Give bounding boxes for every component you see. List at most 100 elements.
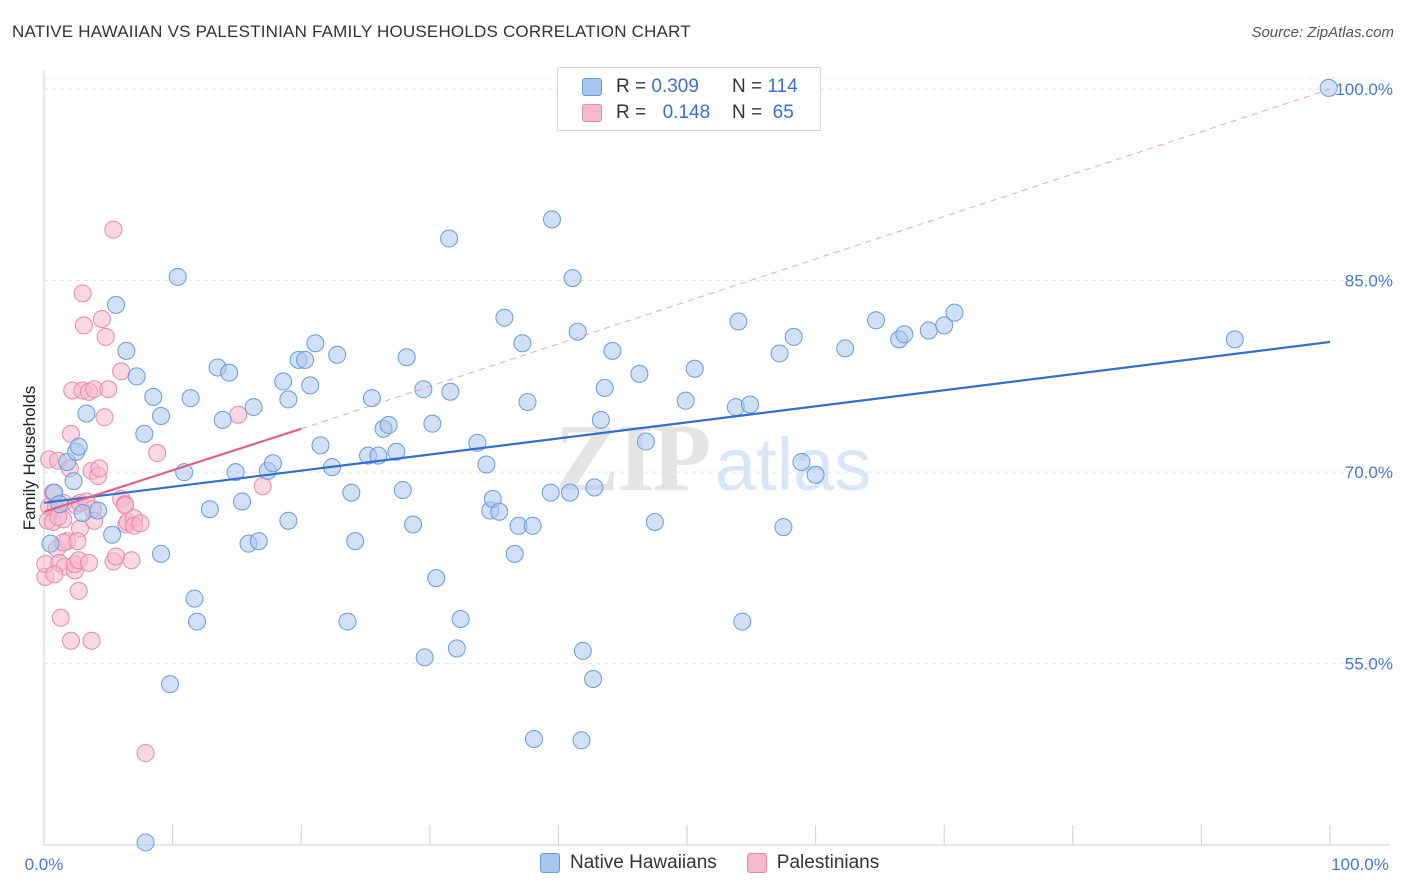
stats-legend: R = 0.309 N = 114 R = 0.148 N = 65 xyxy=(557,67,821,131)
legend-n-label: N = xyxy=(731,102,763,123)
native-hawaiians-point xyxy=(595,378,614,397)
native-hawaiians-point xyxy=(563,269,582,288)
native-hawaiians-point xyxy=(568,322,587,341)
y-tick-label: 55.0% xyxy=(1345,655,1393,674)
native-hawaiians-point xyxy=(107,295,126,314)
native-hawaiians-point xyxy=(919,321,938,340)
native-hawaiians-point xyxy=(645,512,664,531)
native-hawaiians-point xyxy=(249,532,268,551)
native-hawaiians-point xyxy=(451,610,470,629)
legend-item-native-hawaiians[interactable]: Native Hawaiians xyxy=(540,852,717,874)
native-hawaiians-point xyxy=(1319,78,1338,97)
native-hawaiians-point xyxy=(573,641,592,660)
native-hawaiians-point xyxy=(397,348,416,367)
native-hawaiians-point xyxy=(524,730,543,749)
native-hawaiians-point xyxy=(220,363,239,382)
palestinians-point xyxy=(122,551,141,570)
native-hawaiians-point xyxy=(585,478,604,497)
native-hawaiians-point xyxy=(774,518,793,537)
y-tick-label: 85.0% xyxy=(1345,272,1393,291)
legend-r-value: 0.309 xyxy=(651,76,699,97)
native-hawaiians-point xyxy=(127,367,146,386)
native-hawaiians-point xyxy=(213,410,232,429)
palestinians-point xyxy=(229,405,248,424)
native-hawaiians-point xyxy=(279,511,298,530)
native-hawaiians-point xyxy=(64,472,83,491)
legend-n-value: 65 xyxy=(772,102,794,123)
native-hawaiians-point xyxy=(188,612,207,631)
native-hawaiians-point xyxy=(362,389,381,408)
native-hawaiians-point xyxy=(867,311,886,330)
native-hawaiians-point xyxy=(152,407,171,426)
palestinians-point xyxy=(95,408,114,427)
palestinians-point xyxy=(74,316,93,335)
native-hawaiians-point xyxy=(505,544,524,563)
legend-swatch-blue xyxy=(582,78,602,96)
native-hawaiians-point xyxy=(729,312,748,331)
palestinians-point xyxy=(136,744,155,763)
native-hawaiians-point xyxy=(770,344,789,363)
palestinians-point xyxy=(107,547,126,566)
legend-label: Native Hawaiians xyxy=(570,852,717,873)
y-tick-label: 70.0% xyxy=(1345,463,1393,482)
legend-row-native-hawaiians: R = 0.309 N = 114 xyxy=(582,75,798,99)
palestinians-point xyxy=(148,444,167,463)
native-hawaiians-trendline xyxy=(43,340,1331,504)
palestinians-point xyxy=(112,362,131,381)
native-hawaiians-point xyxy=(636,432,655,451)
native-hawaiians-point xyxy=(135,424,154,443)
legend-item-palestinians[interactable]: Palestinians xyxy=(746,852,879,874)
native-hawaiians-point xyxy=(168,267,187,286)
legend-n-value: 114 xyxy=(767,76,798,97)
native-hawaiians-point xyxy=(233,492,252,511)
palestinians-points xyxy=(36,220,272,763)
palestinians-point xyxy=(69,581,88,600)
native-hawaiians-point xyxy=(584,670,603,689)
native-hawaiians-point xyxy=(152,544,171,563)
palestinians-point xyxy=(99,380,118,399)
native-hawaiians-point xyxy=(41,534,60,553)
native-hawaiians-point xyxy=(523,516,542,535)
native-hawaiians-point xyxy=(440,229,459,248)
native-hawaiians-point xyxy=(572,731,591,750)
native-hawaiians-point xyxy=(274,372,293,391)
native-hawaiians-point xyxy=(447,639,466,658)
native-hawaiians-point xyxy=(423,414,442,433)
native-hawaiians-point xyxy=(733,612,752,631)
legend-r-value: 0.148 xyxy=(662,102,711,123)
source-credit: Source: ZipAtlas.com xyxy=(1251,24,1394,41)
palestinians-point xyxy=(45,565,64,584)
palestinians-point xyxy=(92,309,111,328)
native-hawaiians-point xyxy=(136,833,155,852)
x-tick-label: 0.0% xyxy=(25,855,64,874)
palestinians-point xyxy=(82,631,101,650)
palestinians-point xyxy=(80,553,99,572)
native-hawaiians-point xyxy=(518,392,537,411)
series-legend: Native Hawaiians Palestinians xyxy=(540,852,909,874)
native-hawaiians-point xyxy=(301,376,320,395)
native-hawaiians-point xyxy=(542,210,561,229)
palestinians-point xyxy=(96,327,115,346)
native-hawaiians-point xyxy=(296,350,315,369)
native-hawaiians-point xyxy=(393,481,412,500)
native-hawaiians-point xyxy=(311,436,330,455)
legend-r-label: R = xyxy=(616,102,647,123)
native-hawaiians-point xyxy=(603,341,622,360)
palestinians-trendline xyxy=(43,427,302,513)
palestinians-point xyxy=(253,477,272,496)
native-hawaiians-point xyxy=(379,415,398,434)
native-hawaiians-point xyxy=(415,648,434,667)
palestinians-point xyxy=(131,514,150,533)
native-hawaiians-point xyxy=(792,452,811,471)
legend-n-label: N = xyxy=(731,76,763,97)
native-hawaiians-point xyxy=(144,387,163,406)
native-hawaiians-point xyxy=(244,398,263,417)
native-hawaiians-point xyxy=(490,502,509,521)
native-hawaiians-point xyxy=(161,675,180,694)
native-hawaiians-point xyxy=(935,316,954,335)
native-hawaiians-point xyxy=(513,334,532,353)
native-hawaiians-point xyxy=(328,345,347,364)
native-hawaiians-point xyxy=(630,364,649,383)
native-hawaiians-point xyxy=(306,334,325,353)
